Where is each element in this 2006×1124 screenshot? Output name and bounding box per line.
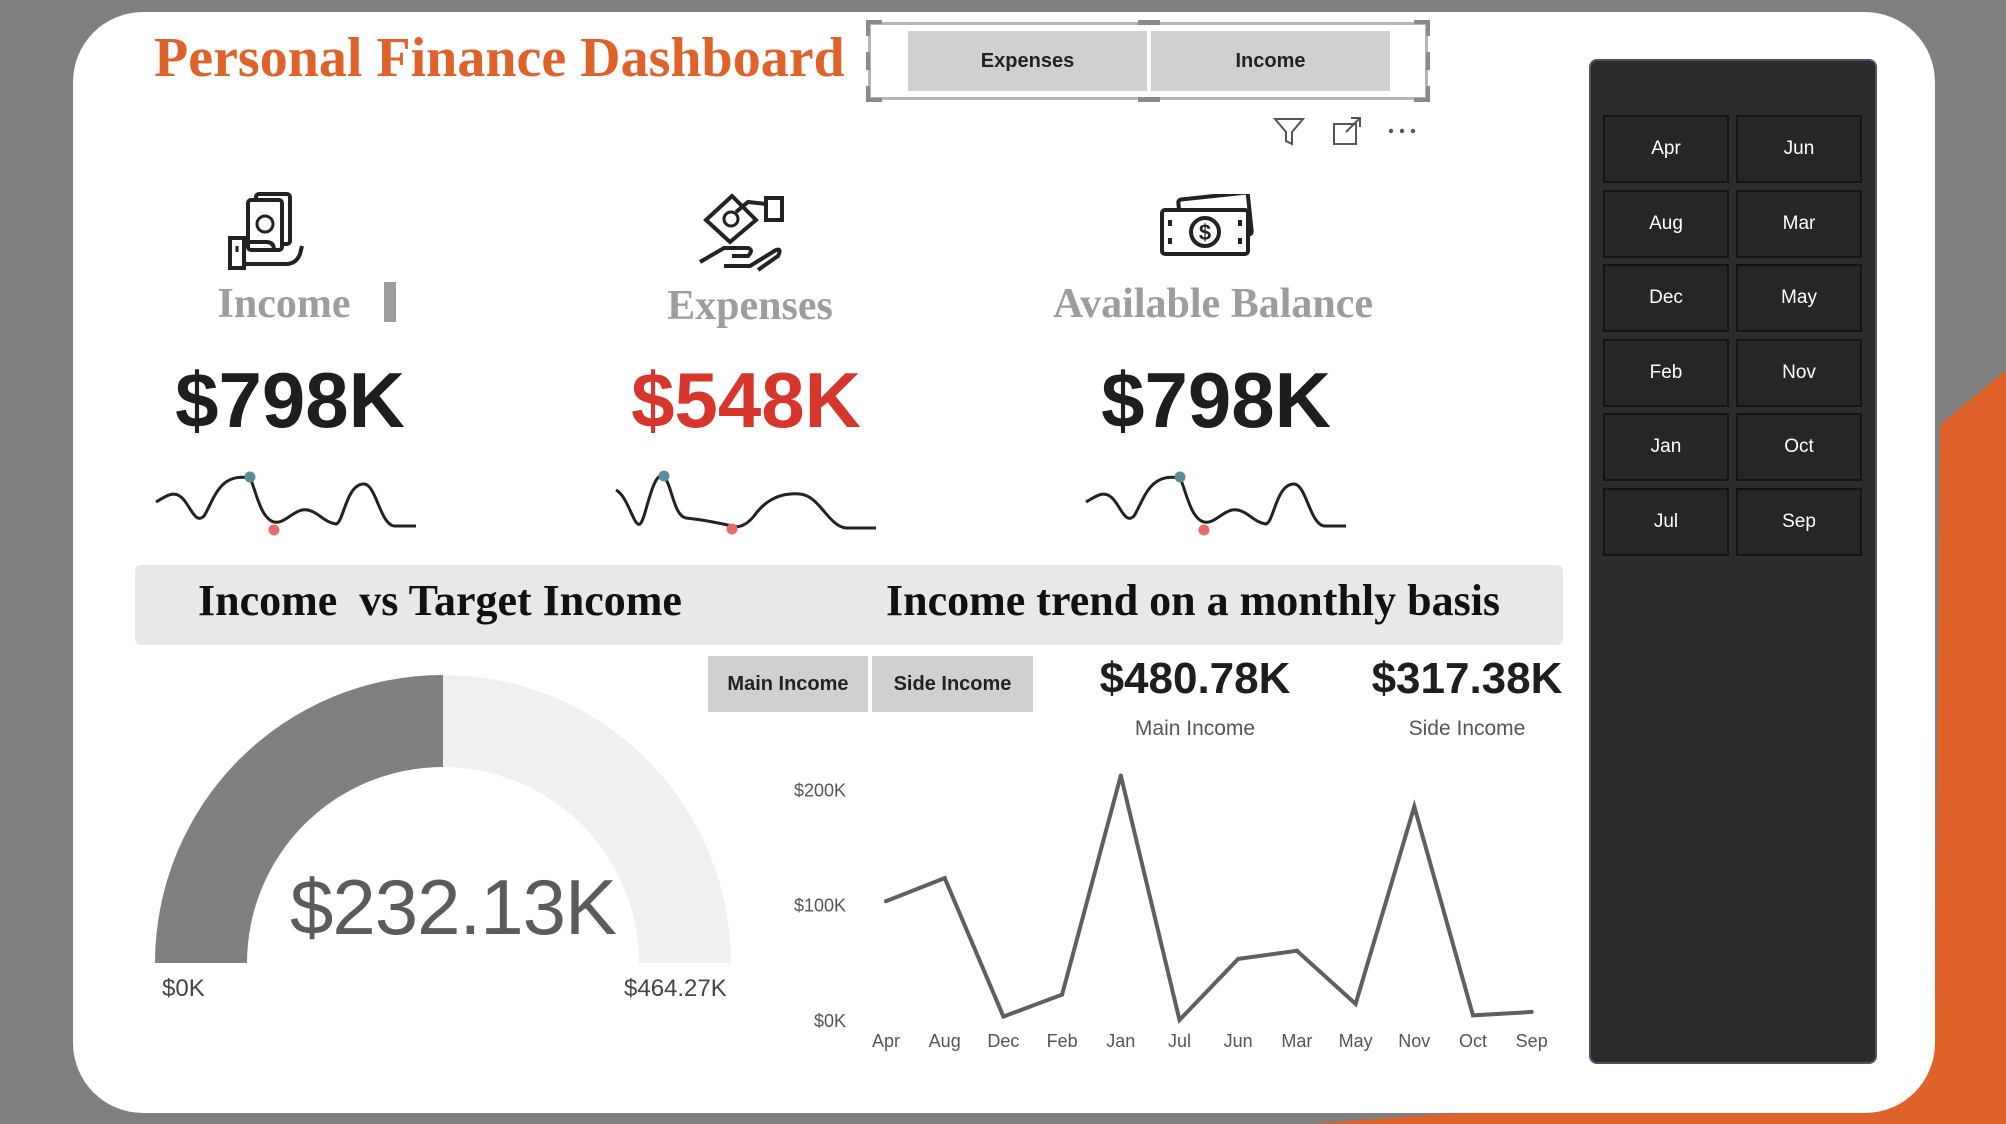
data-point	[884, 899, 888, 904]
focus-mode-icon[interactable]	[1330, 114, 1364, 148]
x-tick-label: Jul	[1168, 1031, 1191, 1051]
y-tick-label: $0K	[814, 1011, 846, 1031]
data-point	[1353, 1001, 1358, 1006]
main-income-button[interactable]: Main Income	[708, 656, 868, 712]
x-tick-label: Aug	[929, 1031, 961, 1051]
month-slicer-item-may[interactable]: May	[1736, 264, 1862, 332]
data-point	[1177, 1018, 1182, 1022]
y-tick-label: $100K	[794, 896, 846, 916]
month-slicer-item-oct[interactable]: Oct	[1736, 413, 1862, 481]
filter-icon[interactable]	[1272, 114, 1306, 148]
month-slicer-item-jan[interactable]: Jan	[1603, 413, 1729, 481]
data-point	[1529, 1009, 1534, 1014]
frame-handle[interactable]	[866, 86, 870, 102]
month-slicer-item-jun[interactable]: Jun	[1736, 115, 1862, 183]
x-tick-label: Jan	[1106, 1031, 1135, 1051]
gauge-fill	[155, 675, 443, 963]
income-label-marker	[384, 282, 396, 322]
x-tick-label: Nov	[1398, 1031, 1430, 1051]
month-slicer: Apr Jun Aug Mar Dec May Feb Nov Jan Oct Jul Sep	[1589, 59, 1877, 1064]
data-point	[1294, 948, 1299, 953]
side-income-value: $317.38K	[1371, 654, 1563, 703]
cash-bills-icon: $	[1160, 194, 1254, 256]
balance-sparkline	[1085, 471, 1346, 536]
frame-handle[interactable]	[1414, 98, 1430, 102]
income-kpi-label: Income	[217, 281, 351, 327]
frame-handle[interactable]	[1138, 97, 1160, 102]
balance-kpi-label: Available Balance	[1052, 281, 1374, 327]
data-point	[1412, 804, 1417, 809]
side-income-label: Side Income	[1408, 717, 1526, 740]
month-slicer-item-feb[interactable]: Feb	[1603, 338, 1729, 407]
income-kpi-value: $798K	[175, 356, 405, 444]
frame-handle[interactable]	[1426, 20, 1430, 36]
income-sparkline	[155, 471, 416, 536]
income-vs-target-title: Income vs Target Income	[198, 576, 682, 625]
x-tick-label: Oct	[1459, 1031, 1487, 1051]
month-slicer-item-jul[interactable]: Jul	[1603, 487, 1729, 556]
hand-giving-money-icon	[698, 193, 784, 272]
expenses-toggle-button[interactable]: Expenses	[908, 31, 1147, 91]
data-point	[1118, 773, 1123, 778]
x-tick-label: Jun	[1224, 1031, 1253, 1051]
gauge-track	[442, 675, 731, 963]
x-tick-label: Sep	[1516, 1031, 1548, 1051]
data-point	[942, 876, 947, 881]
frame-handle[interactable]	[866, 98, 882, 102]
gauge-max-label: $464.27K	[624, 975, 727, 1002]
expenses-kpi-value: $548K	[631, 356, 861, 444]
data-point	[1060, 992, 1065, 997]
frame-handle[interactable]	[1426, 86, 1430, 102]
y-tick-label: $200K	[794, 780, 846, 800]
gauge-min-label: $0K	[162, 975, 205, 1002]
month-slicer-item-nov[interactable]: Nov	[1736, 338, 1862, 407]
data-point	[1001, 1014, 1006, 1019]
x-tick-label: Apr	[872, 1031, 900, 1051]
frame-handle[interactable]	[1426, 52, 1430, 70]
expenses-kpi-label: Expenses	[667, 283, 833, 329]
month-slicer-item-mar[interactable]: Mar	[1736, 189, 1862, 258]
frame-handle[interactable]	[1138, 20, 1160, 25]
frame-handle[interactable]	[866, 20, 882, 24]
frame-handle[interactable]	[866, 20, 870, 36]
income-trend-title: Income trend on a monthly basis	[886, 576, 1501, 625]
money-in-hand-icon	[228, 192, 304, 270]
page-title: Personal Finance Dashboard	[154, 27, 845, 89]
svg-text:$: $	[1199, 220, 1211, 245]
section-header-band	[135, 565, 1563, 645]
month-slicer-item-dec[interactable]: Dec	[1603, 264, 1729, 332]
income-trend-chart: $0K $100K $200K Apr Aug Dec Feb Jan Jul Jun Mar May…	[794, 773, 1548, 1051]
gauge-value: $232.13K	[290, 863, 617, 951]
x-tick-label: May	[1339, 1031, 1373, 1051]
balance-kpi-value: $798K	[1101, 356, 1331, 444]
frame-handle[interactable]	[866, 52, 870, 70]
more-options-icon[interactable]	[1385, 114, 1419, 148]
month-slicer-item-sep[interactable]: Sep	[1736, 487, 1862, 556]
month-slicer-item-aug[interactable]: Aug	[1603, 189, 1729, 258]
income-gauge	[155, 675, 731, 963]
data-point	[1471, 1013, 1475, 1018]
x-tick-label: Dec	[987, 1031, 1019, 1051]
side-income-button[interactable]: Side Income	[872, 656, 1033, 712]
main-income-label: Main Income	[1134, 717, 1256, 740]
x-tick-label: Mar	[1281, 1031, 1312, 1051]
main-income-value: $480.78K	[1099, 654, 1291, 703]
expenses-sparkline	[615, 470, 876, 535]
frame-handle[interactable]	[1414, 20, 1430, 24]
income-toggle-button[interactable]: Income	[1151, 31, 1390, 91]
month-slicer-item-apr[interactable]: Apr	[1603, 115, 1729, 183]
data-point	[1236, 956, 1241, 961]
series-line	[885, 774, 1532, 1025]
x-tick-label: Feb	[1047, 1031, 1078, 1051]
